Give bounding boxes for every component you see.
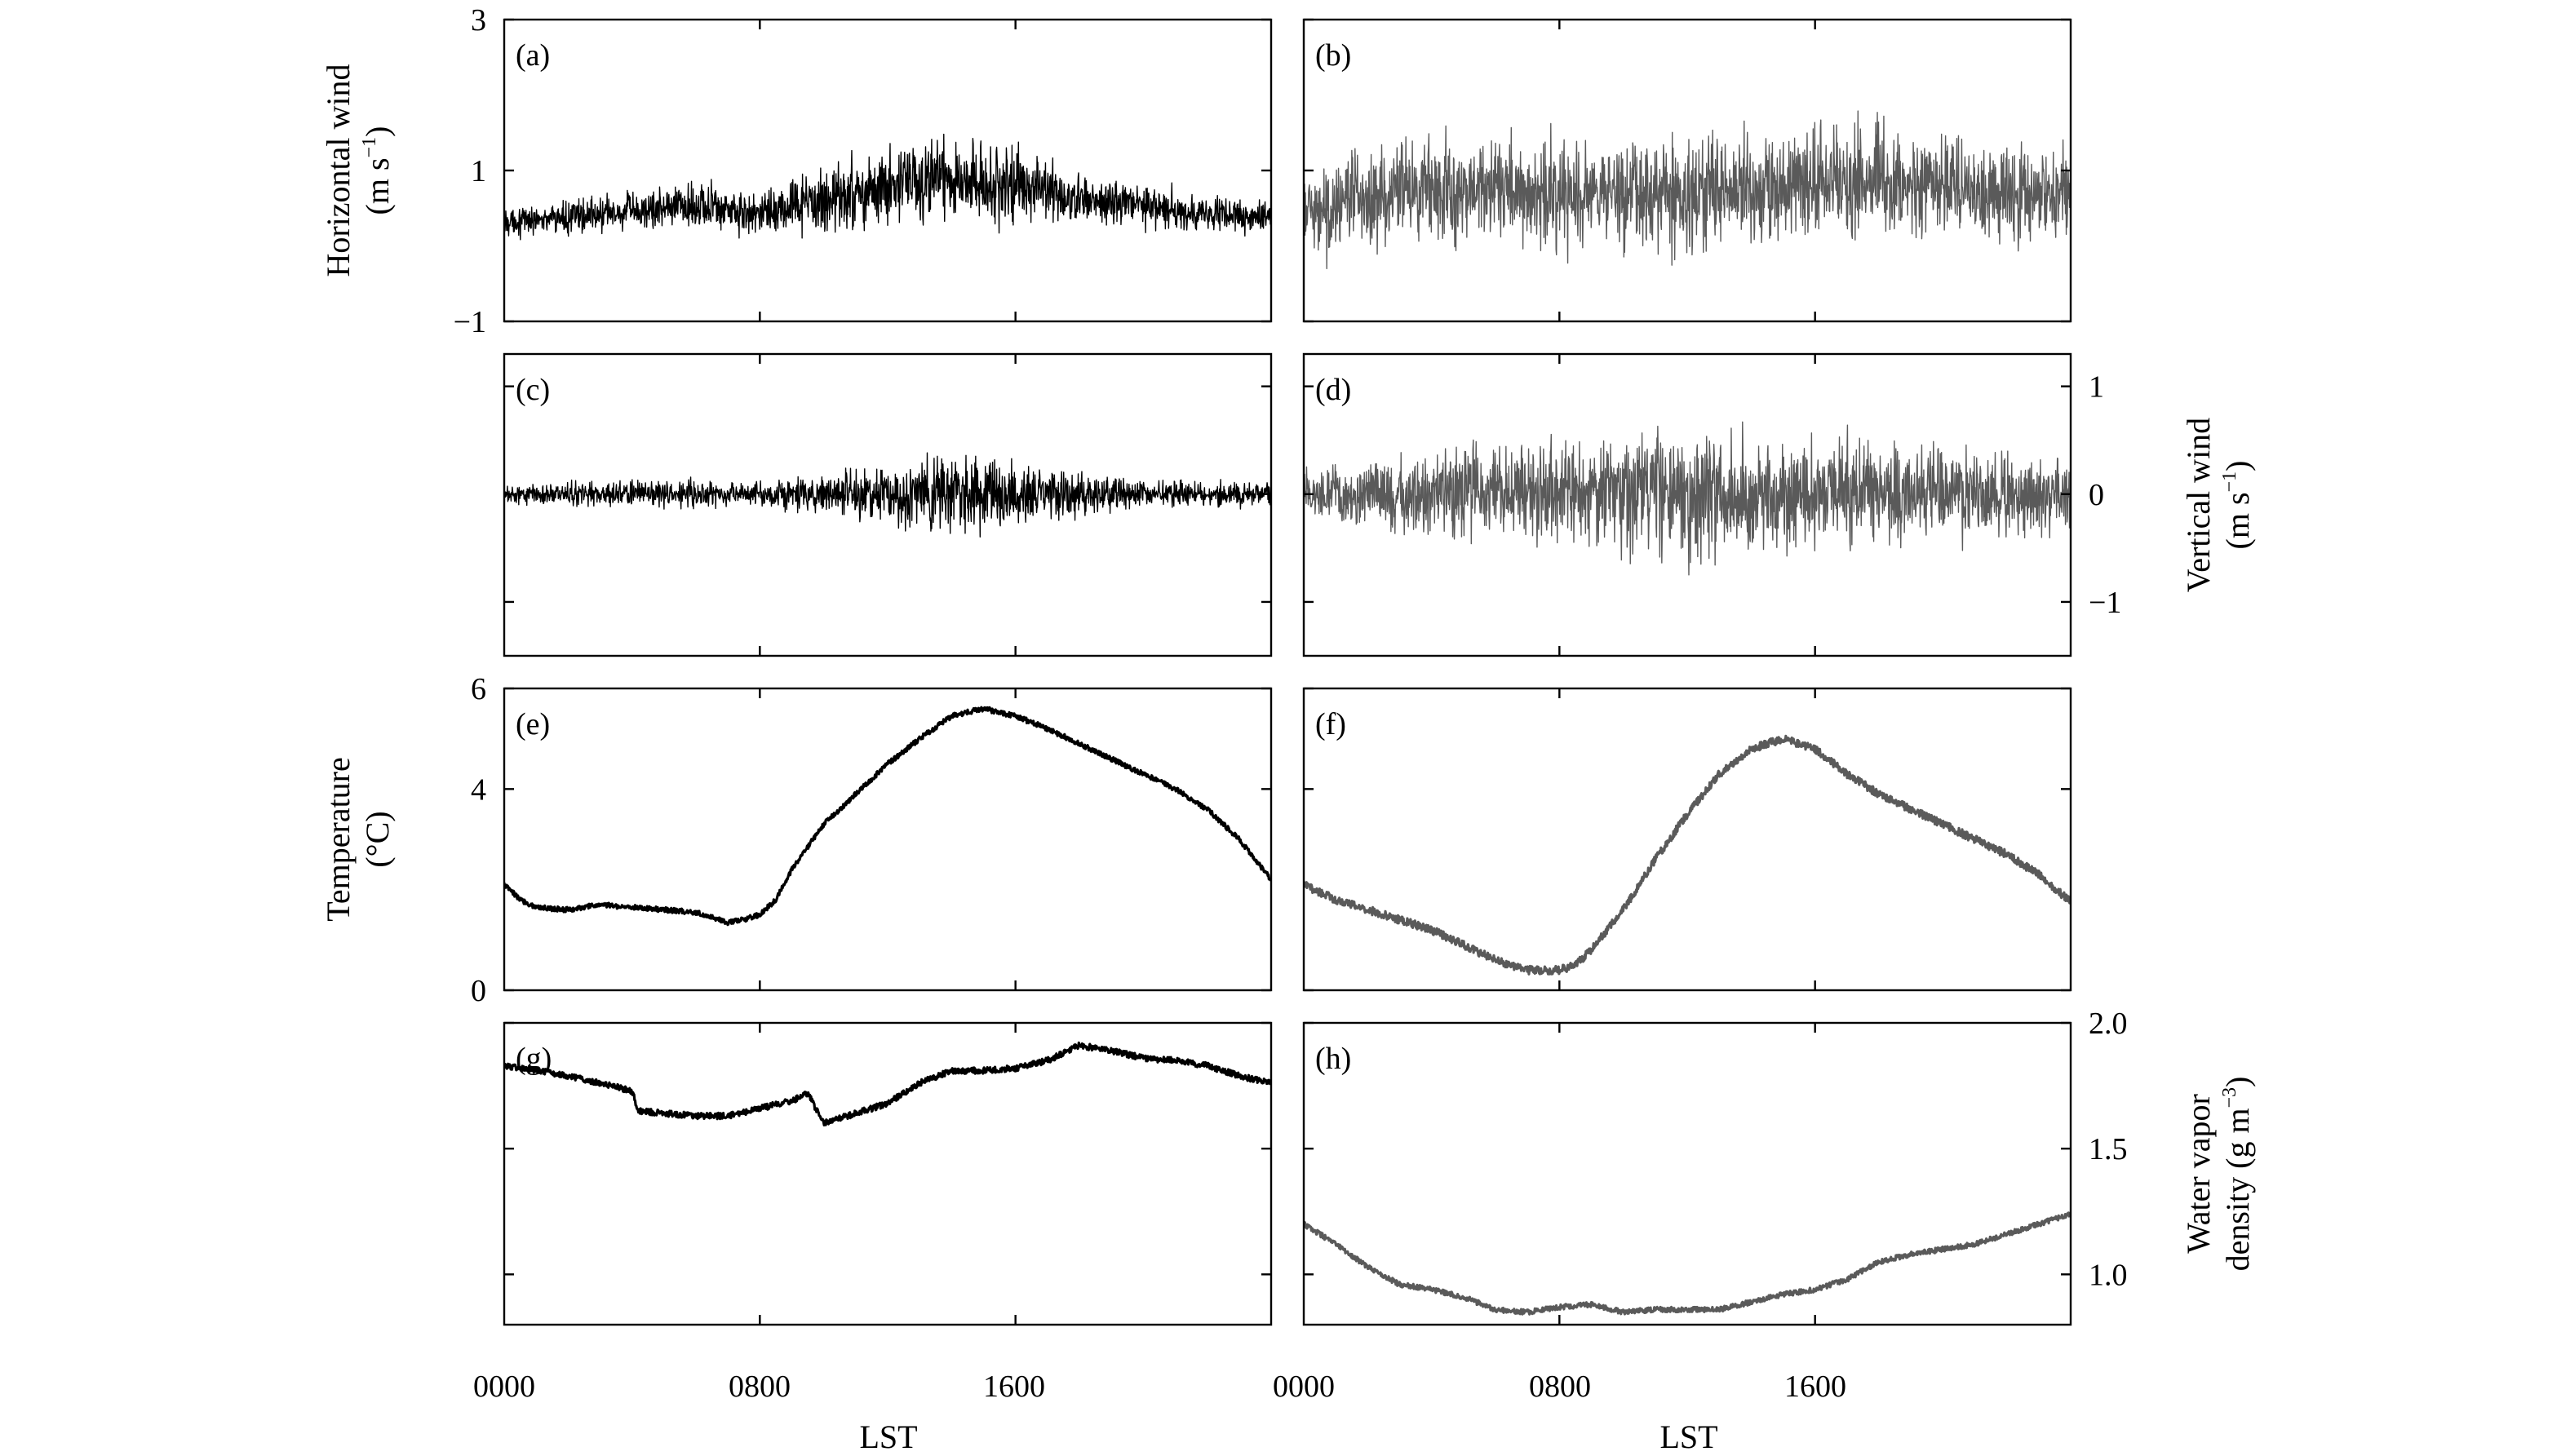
series-line-d-0 — [1304, 421, 2071, 576]
panel-d: −1 0 1 (d) Vertical wind(m s−1) — [1302, 352, 2256, 657]
panel-label-d: (d) — [1315, 373, 1351, 407]
x-axis-label-right: LST — [1659, 1418, 1717, 1455]
x-tick-label-0800-right: 0800 — [1529, 1370, 1591, 1404]
x-tick-label-1600-right: 1600 — [1784, 1370, 1846, 1404]
panel-label-e: (e) — [516, 707, 550, 741]
series-line-f-0 — [1304, 734, 2071, 976]
x-tick-label-0000-left: 0000 — [473, 1370, 535, 1404]
panel-frame-h — [1302, 1021, 2072, 1326]
y-tick-label-e: 4 — [471, 772, 486, 807]
y-tick-label-h: 2.0 — [2089, 1007, 2128, 1041]
panel-c: (c) — [503, 352, 1273, 657]
panel-g: (g) — [503, 1021, 1273, 1326]
panel-label-h: (h) — [1315, 1042, 1351, 1076]
panel-frame-d — [1302, 352, 2072, 657]
series-line-e-0 — [504, 706, 1271, 927]
x-axis-label-left: LST — [859, 1418, 917, 1455]
panel-f: (f) — [1302, 687, 2072, 992]
panel-a: −1 1 3 (a) Horizontal wind(m s−1) — [320, 3, 1273, 339]
series-line-b-0 — [1304, 110, 2071, 270]
y-axis-label-e: Temperature(°C) — [320, 757, 396, 922]
panel-label-g: (g) — [516, 1042, 552, 1076]
y-tick-label-h: 1.0 — [2089, 1258, 2128, 1292]
panel-label-f: (f) — [1315, 707, 1346, 741]
panel-frame-g — [503, 1021, 1273, 1326]
y-tick-label-d: −1 — [2089, 586, 2121, 620]
panel-frame-c — [503, 352, 1273, 657]
series-line-h-0 — [1304, 1211, 2071, 1316]
panel-label-b: (b) — [1315, 38, 1351, 73]
panel-label-a: (a) — [516, 38, 550, 73]
y-tick-label-a: 1 — [471, 154, 486, 188]
panel-frame-e — [503, 687, 1273, 992]
y-tick-label-e: 0 — [471, 974, 486, 1008]
y-axis-label-h: Water vapordensity (g m−3) — [2180, 1077, 2256, 1272]
x-tick-label-1600-left: 1600 — [983, 1370, 1045, 1404]
panel-frame-f — [1302, 687, 2072, 992]
y-tick-label-d: 0 — [2089, 478, 2104, 512]
series-line-c-0 — [504, 452, 1271, 538]
y-tick-label-a: −1 — [454, 305, 486, 339]
y-tick-label-e: 6 — [471, 672, 486, 706]
y-tick-label-a: 3 — [471, 3, 486, 38]
x-tick-label-0000-right: 0000 — [1273, 1370, 1335, 1404]
panel-e: 0 4 6 (e) Temperature(°C) — [320, 672, 1273, 1008]
panels-group: −1 1 3 (a) Horizontal wind(m s−1) (b) (c) −1 0 1 (… — [320, 3, 2256, 1326]
panel-b: (b) — [1302, 18, 2072, 323]
bottom-axis-group: 0000 0800 1600 LST 0000 0800 1600 LST — [473, 1370, 1846, 1455]
panel-label-c: (c) — [516, 373, 550, 407]
y-tick-label-d: 1 — [2089, 370, 2104, 405]
y-tick-label-h: 1.5 — [2089, 1132, 2128, 1166]
y-axis-label-d: Vertical wind(m s−1) — [2180, 418, 2256, 592]
x-tick-label-0800-left: 0800 — [729, 1370, 791, 1404]
series-line-a-0 — [504, 133, 1271, 241]
panel-frame-a — [503, 18, 1273, 323]
panel-h: 1.0 1.5 2.0 (h) Water vapordensity (g m−3) — [1302, 1007, 2256, 1326]
series-line-g-0 — [504, 1041, 1271, 1126]
y-axis-label-a: Horizontal wind(m s−1) — [320, 64, 396, 277]
